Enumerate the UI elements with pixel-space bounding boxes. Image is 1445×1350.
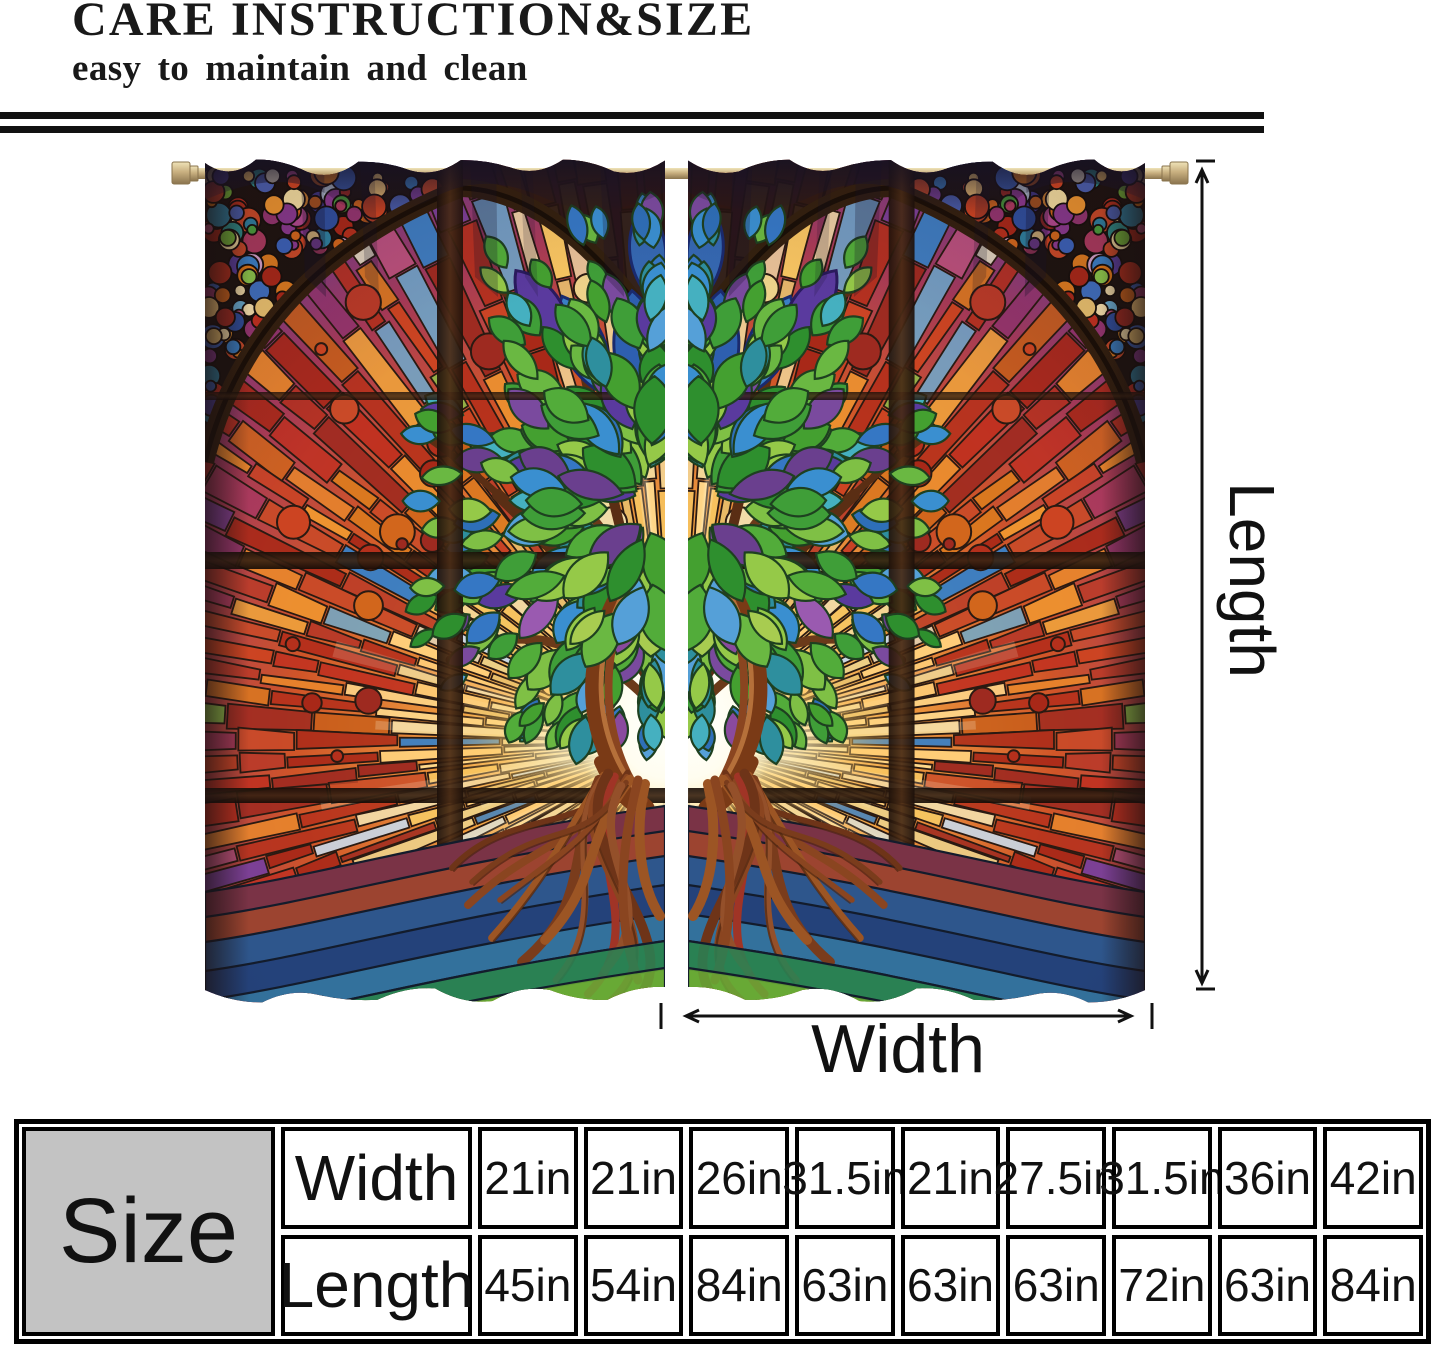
svg-text:Length: Length (1216, 482, 1288, 678)
svg-text:Width: Width (811, 1011, 985, 1087)
